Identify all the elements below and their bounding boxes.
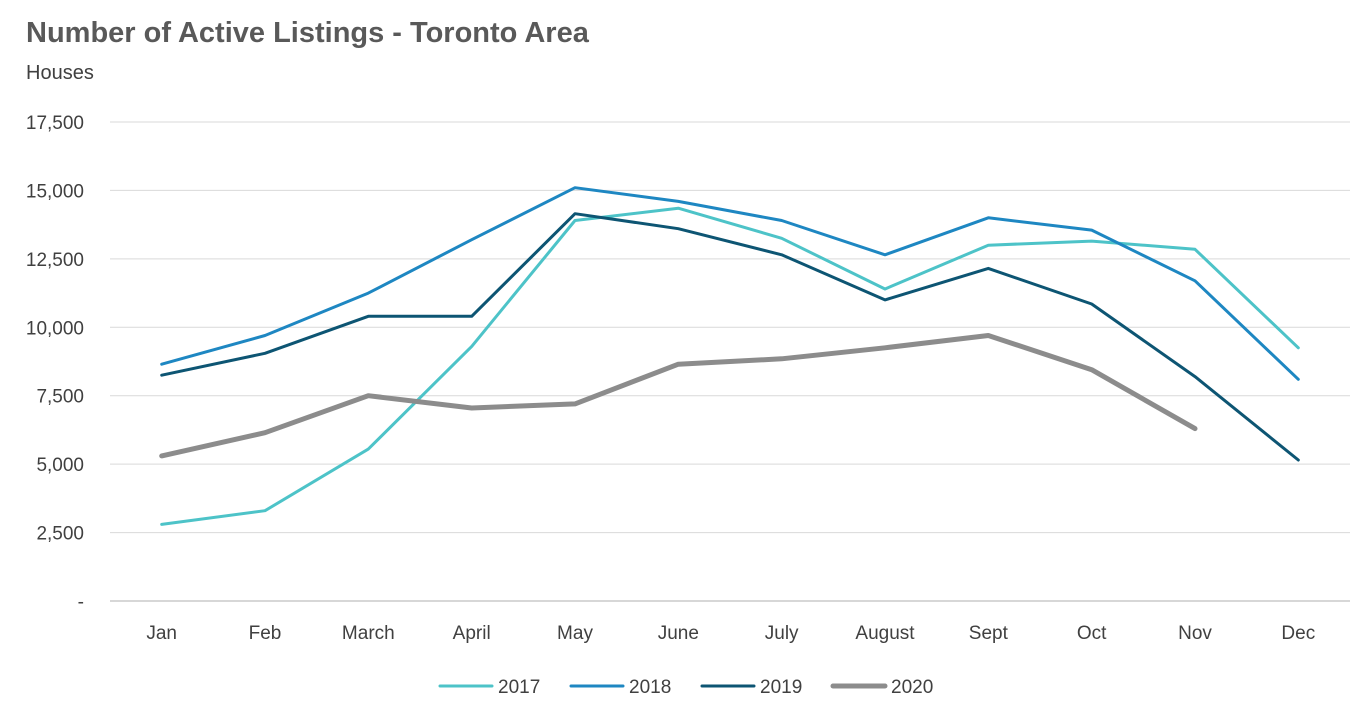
y-tick-label: 7,500: [36, 387, 84, 408]
x-axis-ticks: Jan Feb March April May June July August Sept Oct…: [146, 623, 1315, 644]
legend-label: 2019: [760, 677, 802, 698]
x-tick-label: May: [557, 623, 593, 644]
legend-item-2019: 2019: [700, 677, 802, 698]
x-tick-label: Nov: [1178, 623, 1212, 644]
series-line-2020: [159, 333, 1198, 459]
x-tick-label: June: [658, 623, 699, 644]
x-tick-label: August: [855, 623, 915, 644]
chart-subtitle: Houses: [26, 62, 94, 84]
y-tick-label: 12,500: [26, 250, 84, 271]
chart-title: Number of Active Listings - Toronto Area: [26, 17, 590, 49]
gridlines: [110, 121, 1350, 602]
x-tick-label: July: [765, 623, 799, 644]
y-axis-ticks: - 2,500 5,000 7,500 10,000 12,500 15,000 17,500: [26, 113, 84, 613]
series-line-2017: [160, 206, 1300, 526]
legend-item-2020: 2020: [830, 677, 933, 698]
y-tick-label: 2,500: [36, 524, 84, 545]
legend-label: 2017: [498, 677, 540, 698]
x-tick-label: Dec: [1281, 623, 1315, 644]
series-line-2018: [160, 186, 1300, 381]
y-tick-label: 15,000: [26, 181, 84, 202]
legend: 2017 2018 2019 2020: [438, 677, 933, 698]
legend-label: 2018: [629, 677, 671, 698]
y-tick-label: 5,000: [36, 455, 84, 476]
x-tick-label: Oct: [1077, 623, 1107, 644]
legend-item-2017: 2017: [438, 677, 540, 698]
x-tick-label: Feb: [249, 623, 282, 644]
x-tick-label: Sept: [969, 623, 1009, 644]
legend-item-2018: 2018: [569, 677, 671, 698]
x-tick-label: March: [342, 623, 395, 644]
series-lines: [159, 186, 1300, 526]
x-tick-label: Jan: [146, 623, 177, 644]
series-line-2019: [160, 212, 1300, 462]
y-tick-label: -: [78, 592, 84, 613]
y-tick-label: 10,000: [26, 318, 84, 339]
y-tick-label: 17,500: [26, 113, 84, 134]
legend-label: 2020: [891, 677, 933, 698]
x-tick-label: April: [453, 623, 491, 644]
